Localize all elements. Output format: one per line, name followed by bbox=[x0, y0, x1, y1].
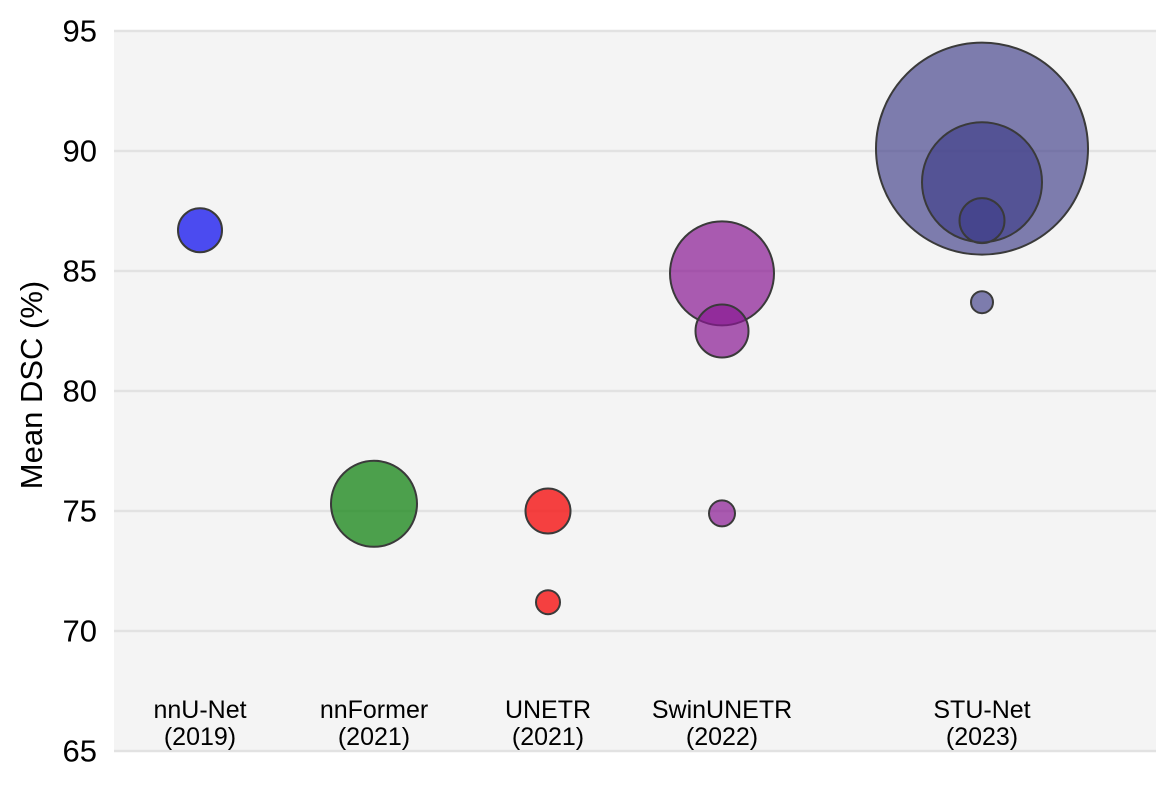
x-label-model-name: UNETR bbox=[504, 696, 592, 724]
y-tick-70: 70 bbox=[62, 613, 97, 649]
bubble-stu-net-2 bbox=[958, 197, 1006, 245]
chart-canvas bbox=[114, 29, 1156, 753]
y-tick-95: 95 bbox=[62, 13, 97, 49]
x-label-year: (2023) bbox=[945, 723, 1019, 751]
bubble-nnformer-0 bbox=[330, 459, 418, 548]
x-label-nnu-net: nnU-Net (2019) bbox=[153, 697, 246, 751]
x-label-year: (2021) bbox=[511, 723, 585, 751]
x-label-model-name: nnU-Net bbox=[153, 696, 247, 724]
bubble-nnu-net-0 bbox=[177, 207, 223, 254]
x-label-year: (2019) bbox=[163, 723, 237, 751]
x-label-stu-net: STU-Net (2023) bbox=[933, 697, 1030, 751]
x-label-unetr: UNETR (2021) bbox=[505, 697, 591, 751]
x-label-year: (2022) bbox=[685, 723, 759, 751]
y-tick-80: 80 bbox=[62, 373, 97, 409]
x-label-model-name: nnFormer bbox=[319, 696, 429, 724]
x-label-swinunetr: SwinUNETR (2022) bbox=[652, 697, 792, 751]
bubble-stu-net-3 bbox=[970, 290, 994, 315]
y-tick-85: 85 bbox=[62, 253, 97, 289]
bubble-unetr-1 bbox=[535, 589, 561, 616]
y-tick-65: 65 bbox=[62, 733, 97, 769]
bubble-unetr-0 bbox=[524, 487, 572, 535]
x-label-model-name: STU-Net bbox=[933, 696, 1031, 724]
x-label-year: (2021) bbox=[337, 723, 411, 751]
y-tick-75: 75 bbox=[62, 493, 97, 529]
x-label-model-name: SwinUNETR bbox=[651, 696, 793, 724]
plot-area bbox=[114, 29, 1156, 753]
y-tick-90: 90 bbox=[62, 133, 97, 169]
x-label-nnformer: nnFormer (2021) bbox=[320, 697, 428, 751]
bubble-swinunetr-1 bbox=[694, 303, 750, 359]
bubble-swinunetr-2 bbox=[708, 499, 736, 528]
